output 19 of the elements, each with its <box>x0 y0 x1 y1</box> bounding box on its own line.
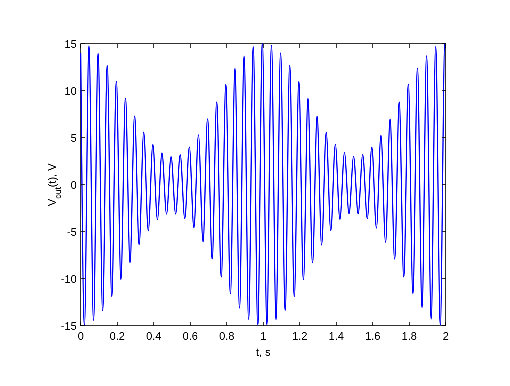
y-tick-label: -5 <box>67 227 77 239</box>
y-tick-label: 5 <box>70 133 77 145</box>
x-tick-label: 1.8 <box>402 331 418 343</box>
x-tick-label: 1.2 <box>292 331 308 343</box>
x-tick-label: 1 <box>260 331 267 343</box>
x-tick-label: 1.6 <box>365 331 381 343</box>
x-tick-label: 0.2 <box>110 331 126 343</box>
line-series <box>80 43 447 326</box>
y-tick-label: -15 <box>61 321 77 333</box>
x-axis-title: t, s <box>256 347 272 359</box>
y-tick-label: 10 <box>64 86 77 98</box>
y-tick-label: 15 <box>64 39 77 51</box>
x-tick-label: 2 <box>442 331 450 343</box>
y-tick-label: 0 <box>70 180 77 192</box>
x-tick-label: 0.8 <box>219 331 235 343</box>
y-tick-label: -10 <box>61 274 77 286</box>
x-tick-label: 0.4 <box>146 331 162 343</box>
x-tick-label: 1.4 <box>328 331 344 343</box>
x-tick-label: 0.6 <box>182 331 198 343</box>
